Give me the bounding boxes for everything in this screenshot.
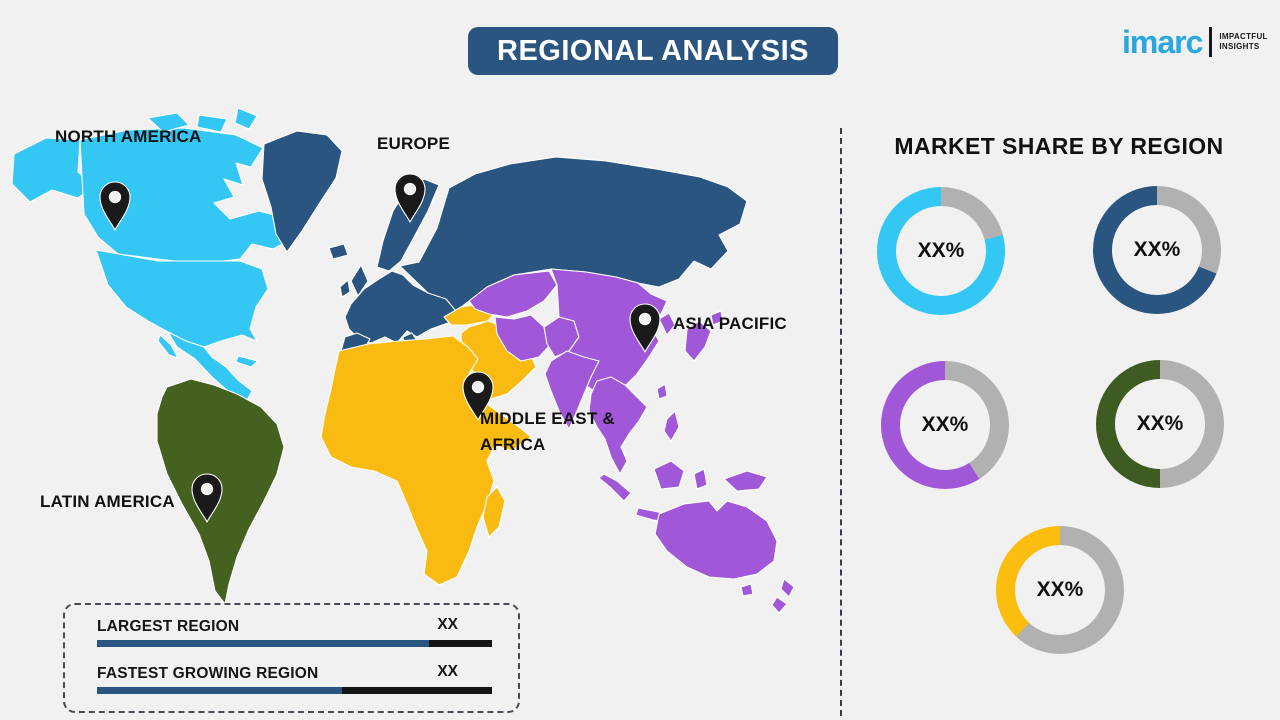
donut-value-europe: XX% xyxy=(1133,238,1181,261)
region-shape-arctic-island xyxy=(196,114,228,133)
donut-value-latin-america: XX% xyxy=(1136,412,1184,435)
region-shape-north-america xyxy=(11,107,296,403)
donut-chart-north-america: XX% xyxy=(877,187,1005,315)
fastest-growing-region-label: FASTEST GROWING REGION xyxy=(97,665,319,682)
region-shape-korea xyxy=(658,312,676,336)
logo-tagline-line1: IMPACTFUL xyxy=(1219,32,1268,41)
logo-divider xyxy=(1209,27,1213,57)
region-shape-philippines xyxy=(663,410,680,442)
region-summary-box: LARGEST REGION XX FASTEST GROWING REGION… xyxy=(63,603,520,713)
region-shape-new-zealand xyxy=(780,578,795,598)
map-label-latin-america: LATIN AMERICA xyxy=(40,492,175,511)
imarc-logo: imarc IMPACTFUL INSIGHTS xyxy=(1122,26,1268,58)
region-shape-ireland xyxy=(339,279,351,298)
region-shape-japan xyxy=(684,320,712,362)
region-shape-indochina xyxy=(588,376,648,475)
page-title: REGIONAL ANALYSIS xyxy=(497,34,809,67)
location-pin-north-america-icon xyxy=(99,181,131,231)
largest-region-label: LARGEST REGION xyxy=(97,618,240,635)
region-shape-tasmania xyxy=(740,583,754,597)
logo-tagline: IMPACTFUL INSIGHTS xyxy=(1219,32,1267,52)
region-shape-madagascar xyxy=(482,486,506,538)
donut-value-asia-pacific: XX% xyxy=(921,413,969,436)
donut-value-north-america: XX% xyxy=(917,239,965,262)
region-shape-japan-north xyxy=(710,310,724,326)
region-shape-greenland xyxy=(261,130,343,253)
region-shape-borneo xyxy=(653,460,685,490)
map-label-north-america: NORTH AMERICA xyxy=(55,127,202,146)
region-shape-sumatra xyxy=(598,473,632,502)
donut-chart-latin-america: XX% xyxy=(1096,360,1224,488)
largest-region-bar xyxy=(97,640,492,647)
map-label-europe: EUROPE xyxy=(377,134,450,153)
largest-region-row: LARGEST REGION XX xyxy=(97,616,492,665)
region-shape-australia xyxy=(654,500,778,580)
region-shape-new-guinea xyxy=(723,470,768,492)
fastest-growing-region-value: XX xyxy=(437,663,458,680)
region-shape-iceland xyxy=(328,243,349,260)
largest-region-value: XX xyxy=(437,616,458,633)
region-shape-asia-pacific xyxy=(468,268,795,614)
region-shape-usa xyxy=(95,249,269,348)
map-label-middle-east-africa: MIDDLE EAST & AFRICA xyxy=(480,406,615,458)
region-shape-baja xyxy=(157,334,179,359)
region-shape-mexico xyxy=(167,331,253,403)
region-shape-scandinavia xyxy=(376,178,440,272)
location-pin-middle-east-africa-icon xyxy=(462,371,494,421)
location-pin-europe-icon xyxy=(394,173,426,223)
fastest-growing-region-row: FASTEST GROWING REGION XX xyxy=(97,663,492,712)
region-shape-taiwan xyxy=(656,383,668,400)
region-shape-uk xyxy=(350,264,369,297)
region-shape-iran xyxy=(494,314,552,362)
region-shape-central-asia xyxy=(468,270,558,318)
region-shape-arctic-island xyxy=(234,107,258,130)
region-shape-arctic-island xyxy=(147,112,190,133)
location-pin-asia-pacific-icon xyxy=(629,303,661,353)
map-pins xyxy=(99,173,661,523)
map-label-middle-east-africa-line2: AFRICA xyxy=(480,435,546,454)
donut-chart-middle-east-africa: XX% xyxy=(996,526,1124,654)
location-pin-latin-america-icon xyxy=(191,473,223,523)
world-map xyxy=(11,107,795,614)
region-shape-cuba xyxy=(235,355,259,368)
map-label-middle-east-africa-line1: MIDDLE EAST & xyxy=(480,409,615,428)
region-shape-sulawesi xyxy=(693,468,708,490)
donut-chart-europe: XX% xyxy=(1093,186,1221,314)
logo-tagline-line2: INSIGHTS xyxy=(1219,42,1260,51)
imarc-logo-wordmark: imarc xyxy=(1122,24,1203,60)
donut-chart-asia-pacific: XX% xyxy=(881,361,1009,489)
fastest-growing-region-bar xyxy=(97,687,492,694)
panel-separator xyxy=(840,128,842,716)
market-share-title: MARKET SHARE BY REGION xyxy=(894,133,1224,159)
region-shape-canada xyxy=(79,127,296,265)
region-shape-new-zealand-south xyxy=(771,596,788,614)
map-label-asia-pacific: ASIA PACIFIC xyxy=(673,314,787,333)
page-title-banner: REGIONAL ANALYSIS xyxy=(468,27,838,75)
region-shape-india xyxy=(544,350,600,430)
donut-value-middle-east-africa: XX% xyxy=(1036,578,1084,601)
